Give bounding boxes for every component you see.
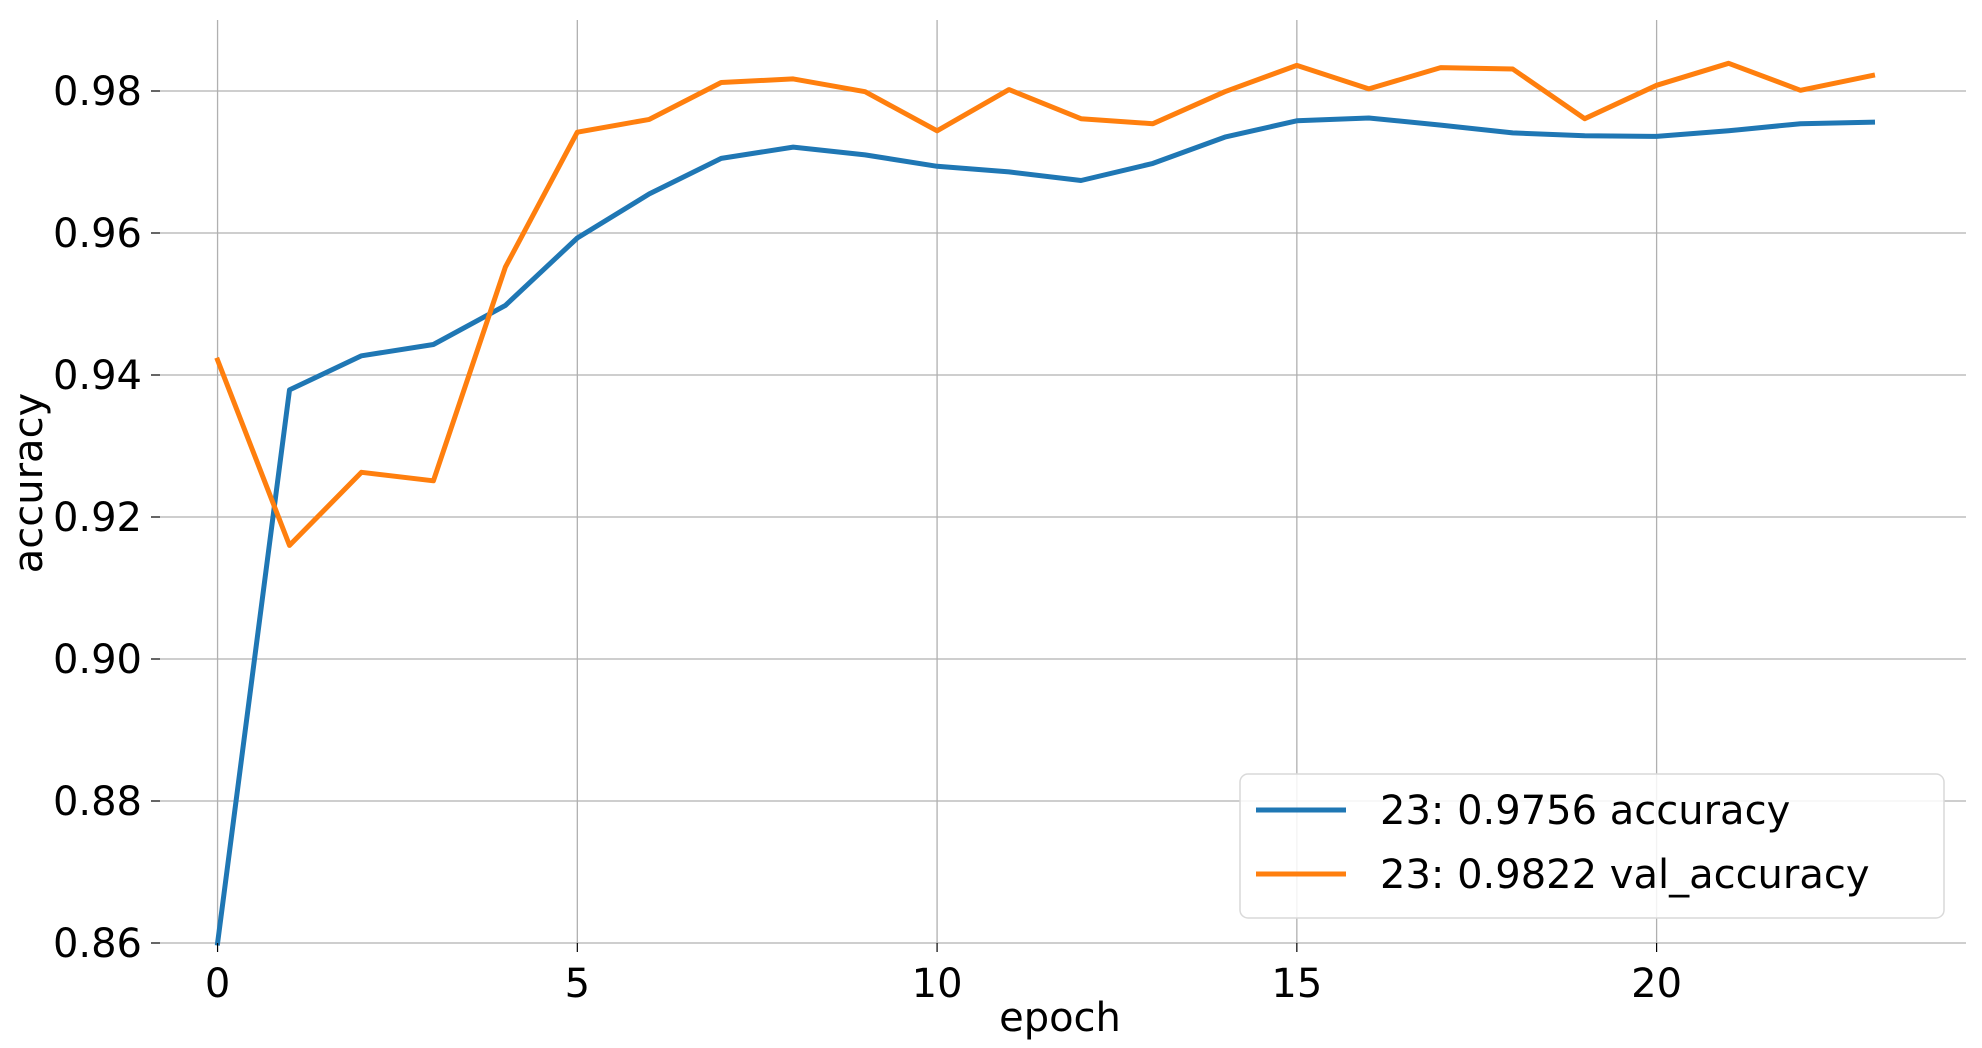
series-line-1 (214, 115, 1876, 946)
x-tick-label: 20 (1631, 961, 1682, 1007)
x-axis-ticks: 0 5 10 15 20 (205, 943, 1682, 1007)
y-tick-label: 0.90 (53, 637, 142, 683)
y-tick-label: 0.88 (53, 779, 142, 825)
grid (160, 20, 1966, 944)
y-tick-label: 0.86 (53, 921, 142, 967)
legend-label-2: 23: 0.9822 val_accuracy (1380, 852, 1870, 898)
legend-label-1: 23: 0.9756 accuracy (1380, 788, 1790, 834)
y-tick-label: 0.92 (53, 495, 142, 541)
x-tick-label: 5 (565, 961, 590, 1007)
series-line-2 (214, 60, 1876, 548)
x-tick-label: 10 (912, 961, 963, 1007)
y-axis-label: accuracy (6, 393, 52, 573)
y-tick-label: 0.98 (53, 69, 142, 115)
x-tick-label: 0 (205, 961, 230, 1007)
series-lines (214, 60, 1876, 946)
x-tick-label: 15 (1271, 961, 1322, 1007)
y-tick-label: 0.94 (53, 353, 142, 399)
x-axis-label: epoch (999, 995, 1121, 1041)
y-axis-ticks: 0.86 0.88 0.90 0.92 0.94 0.96 0.98 (53, 69, 160, 967)
legend: 23: 0.9756 accuracy 23: 0.9822 val_accura… (1239, 773, 1945, 919)
y-tick-label: 0.96 (53, 211, 142, 257)
legend-box (1239, 773, 1945, 919)
